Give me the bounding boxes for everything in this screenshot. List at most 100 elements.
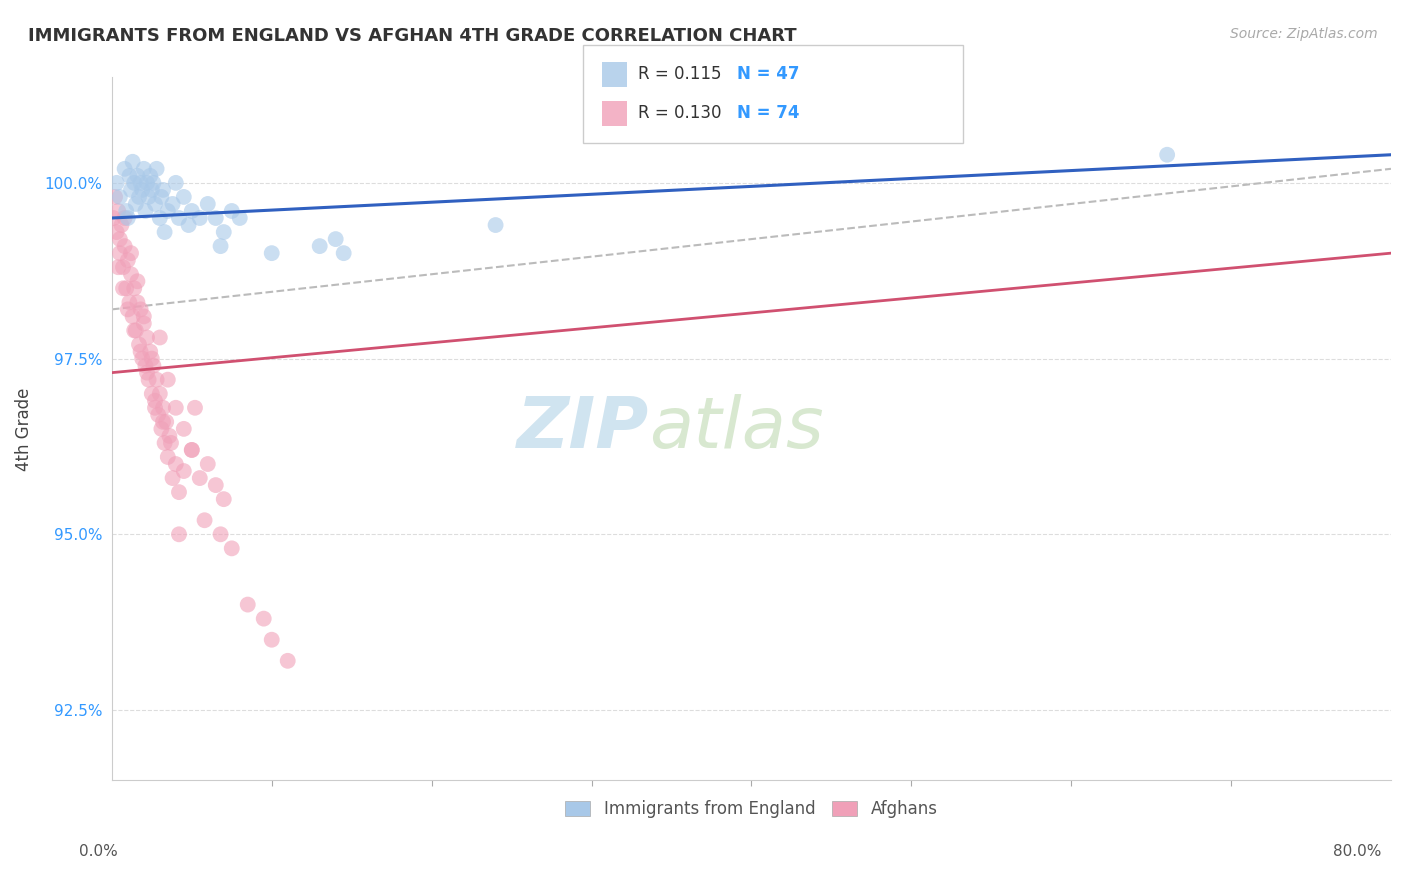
Point bbox=[103, 211, 125, 225]
Point bbox=[165, 401, 187, 415]
Point bbox=[131, 183, 153, 197]
Point bbox=[120, 246, 142, 260]
Point bbox=[150, 190, 173, 204]
Point bbox=[121, 310, 143, 324]
Point bbox=[156, 204, 179, 219]
Point bbox=[188, 211, 211, 225]
Point bbox=[117, 253, 139, 268]
Point bbox=[134, 359, 156, 373]
Point bbox=[114, 211, 136, 225]
Y-axis label: 4th Grade: 4th Grade bbox=[15, 387, 32, 471]
Point bbox=[127, 274, 149, 288]
Point bbox=[105, 225, 128, 239]
Text: N = 74: N = 74 bbox=[737, 104, 799, 122]
Point bbox=[209, 527, 232, 541]
Point bbox=[129, 344, 152, 359]
Point bbox=[115, 204, 138, 219]
Point bbox=[260, 246, 283, 260]
Point bbox=[152, 183, 174, 197]
Point bbox=[153, 436, 176, 450]
Point bbox=[132, 310, 155, 324]
Point bbox=[127, 295, 149, 310]
Text: 0.0%: 0.0% bbox=[79, 845, 118, 859]
Point bbox=[138, 190, 160, 204]
Point bbox=[110, 218, 132, 232]
Point bbox=[141, 351, 163, 366]
Point bbox=[332, 246, 354, 260]
Point bbox=[122, 281, 145, 295]
Point bbox=[127, 169, 149, 183]
Point bbox=[193, 513, 215, 527]
Point bbox=[167, 211, 190, 225]
Point bbox=[197, 197, 219, 211]
Point bbox=[129, 176, 152, 190]
Point bbox=[212, 225, 235, 239]
Point bbox=[167, 527, 190, 541]
Point bbox=[115, 281, 138, 295]
Point bbox=[260, 632, 283, 647]
Point bbox=[149, 211, 172, 225]
Point bbox=[150, 422, 173, 436]
Point bbox=[107, 204, 129, 219]
Point bbox=[112, 260, 135, 275]
Point bbox=[128, 337, 150, 351]
Point bbox=[165, 457, 187, 471]
Text: N = 47: N = 47 bbox=[737, 65, 799, 83]
Point bbox=[229, 211, 252, 225]
Point bbox=[125, 197, 148, 211]
Point bbox=[173, 464, 195, 478]
Point bbox=[141, 183, 163, 197]
Point bbox=[107, 260, 129, 275]
Point bbox=[157, 429, 180, 443]
Point bbox=[325, 232, 347, 246]
Point bbox=[209, 239, 232, 253]
Text: 80.0%: 80.0% bbox=[1333, 845, 1381, 859]
Point bbox=[117, 302, 139, 317]
Point bbox=[156, 450, 179, 464]
Point bbox=[143, 393, 166, 408]
Point bbox=[484, 218, 506, 232]
Point bbox=[121, 154, 143, 169]
Point bbox=[141, 386, 163, 401]
Text: atlas: atlas bbox=[650, 394, 824, 463]
Point bbox=[105, 176, 128, 190]
Point bbox=[142, 359, 165, 373]
Point bbox=[136, 176, 159, 190]
Point bbox=[145, 373, 167, 387]
Point bbox=[156, 373, 179, 387]
Point bbox=[108, 246, 131, 260]
Point bbox=[162, 197, 184, 211]
Point bbox=[104, 190, 127, 204]
Point bbox=[149, 330, 172, 344]
Text: R = 0.115: R = 0.115 bbox=[638, 65, 721, 83]
Point bbox=[139, 169, 162, 183]
Point bbox=[138, 373, 160, 387]
Text: ZIP: ZIP bbox=[517, 394, 650, 463]
Point bbox=[152, 401, 174, 415]
Point bbox=[122, 323, 145, 337]
Point bbox=[173, 190, 195, 204]
Point bbox=[143, 401, 166, 415]
Point bbox=[114, 239, 136, 253]
Point bbox=[155, 415, 177, 429]
Point bbox=[118, 169, 141, 183]
Point bbox=[149, 386, 172, 401]
Point bbox=[108, 190, 131, 204]
Point bbox=[131, 351, 153, 366]
Point bbox=[236, 598, 259, 612]
Legend: Immigrants from England, Afghans: Immigrants from England, Afghans bbox=[558, 793, 943, 825]
Point bbox=[145, 161, 167, 176]
Point bbox=[120, 183, 142, 197]
Point bbox=[152, 415, 174, 429]
Point bbox=[120, 267, 142, 281]
Point bbox=[139, 344, 162, 359]
Point bbox=[118, 295, 141, 310]
Point bbox=[167, 485, 190, 500]
Point bbox=[148, 408, 170, 422]
Point bbox=[136, 366, 159, 380]
Point bbox=[180, 442, 202, 457]
Point bbox=[112, 281, 135, 295]
Point bbox=[132, 317, 155, 331]
Point bbox=[212, 492, 235, 507]
Point bbox=[180, 442, 202, 457]
